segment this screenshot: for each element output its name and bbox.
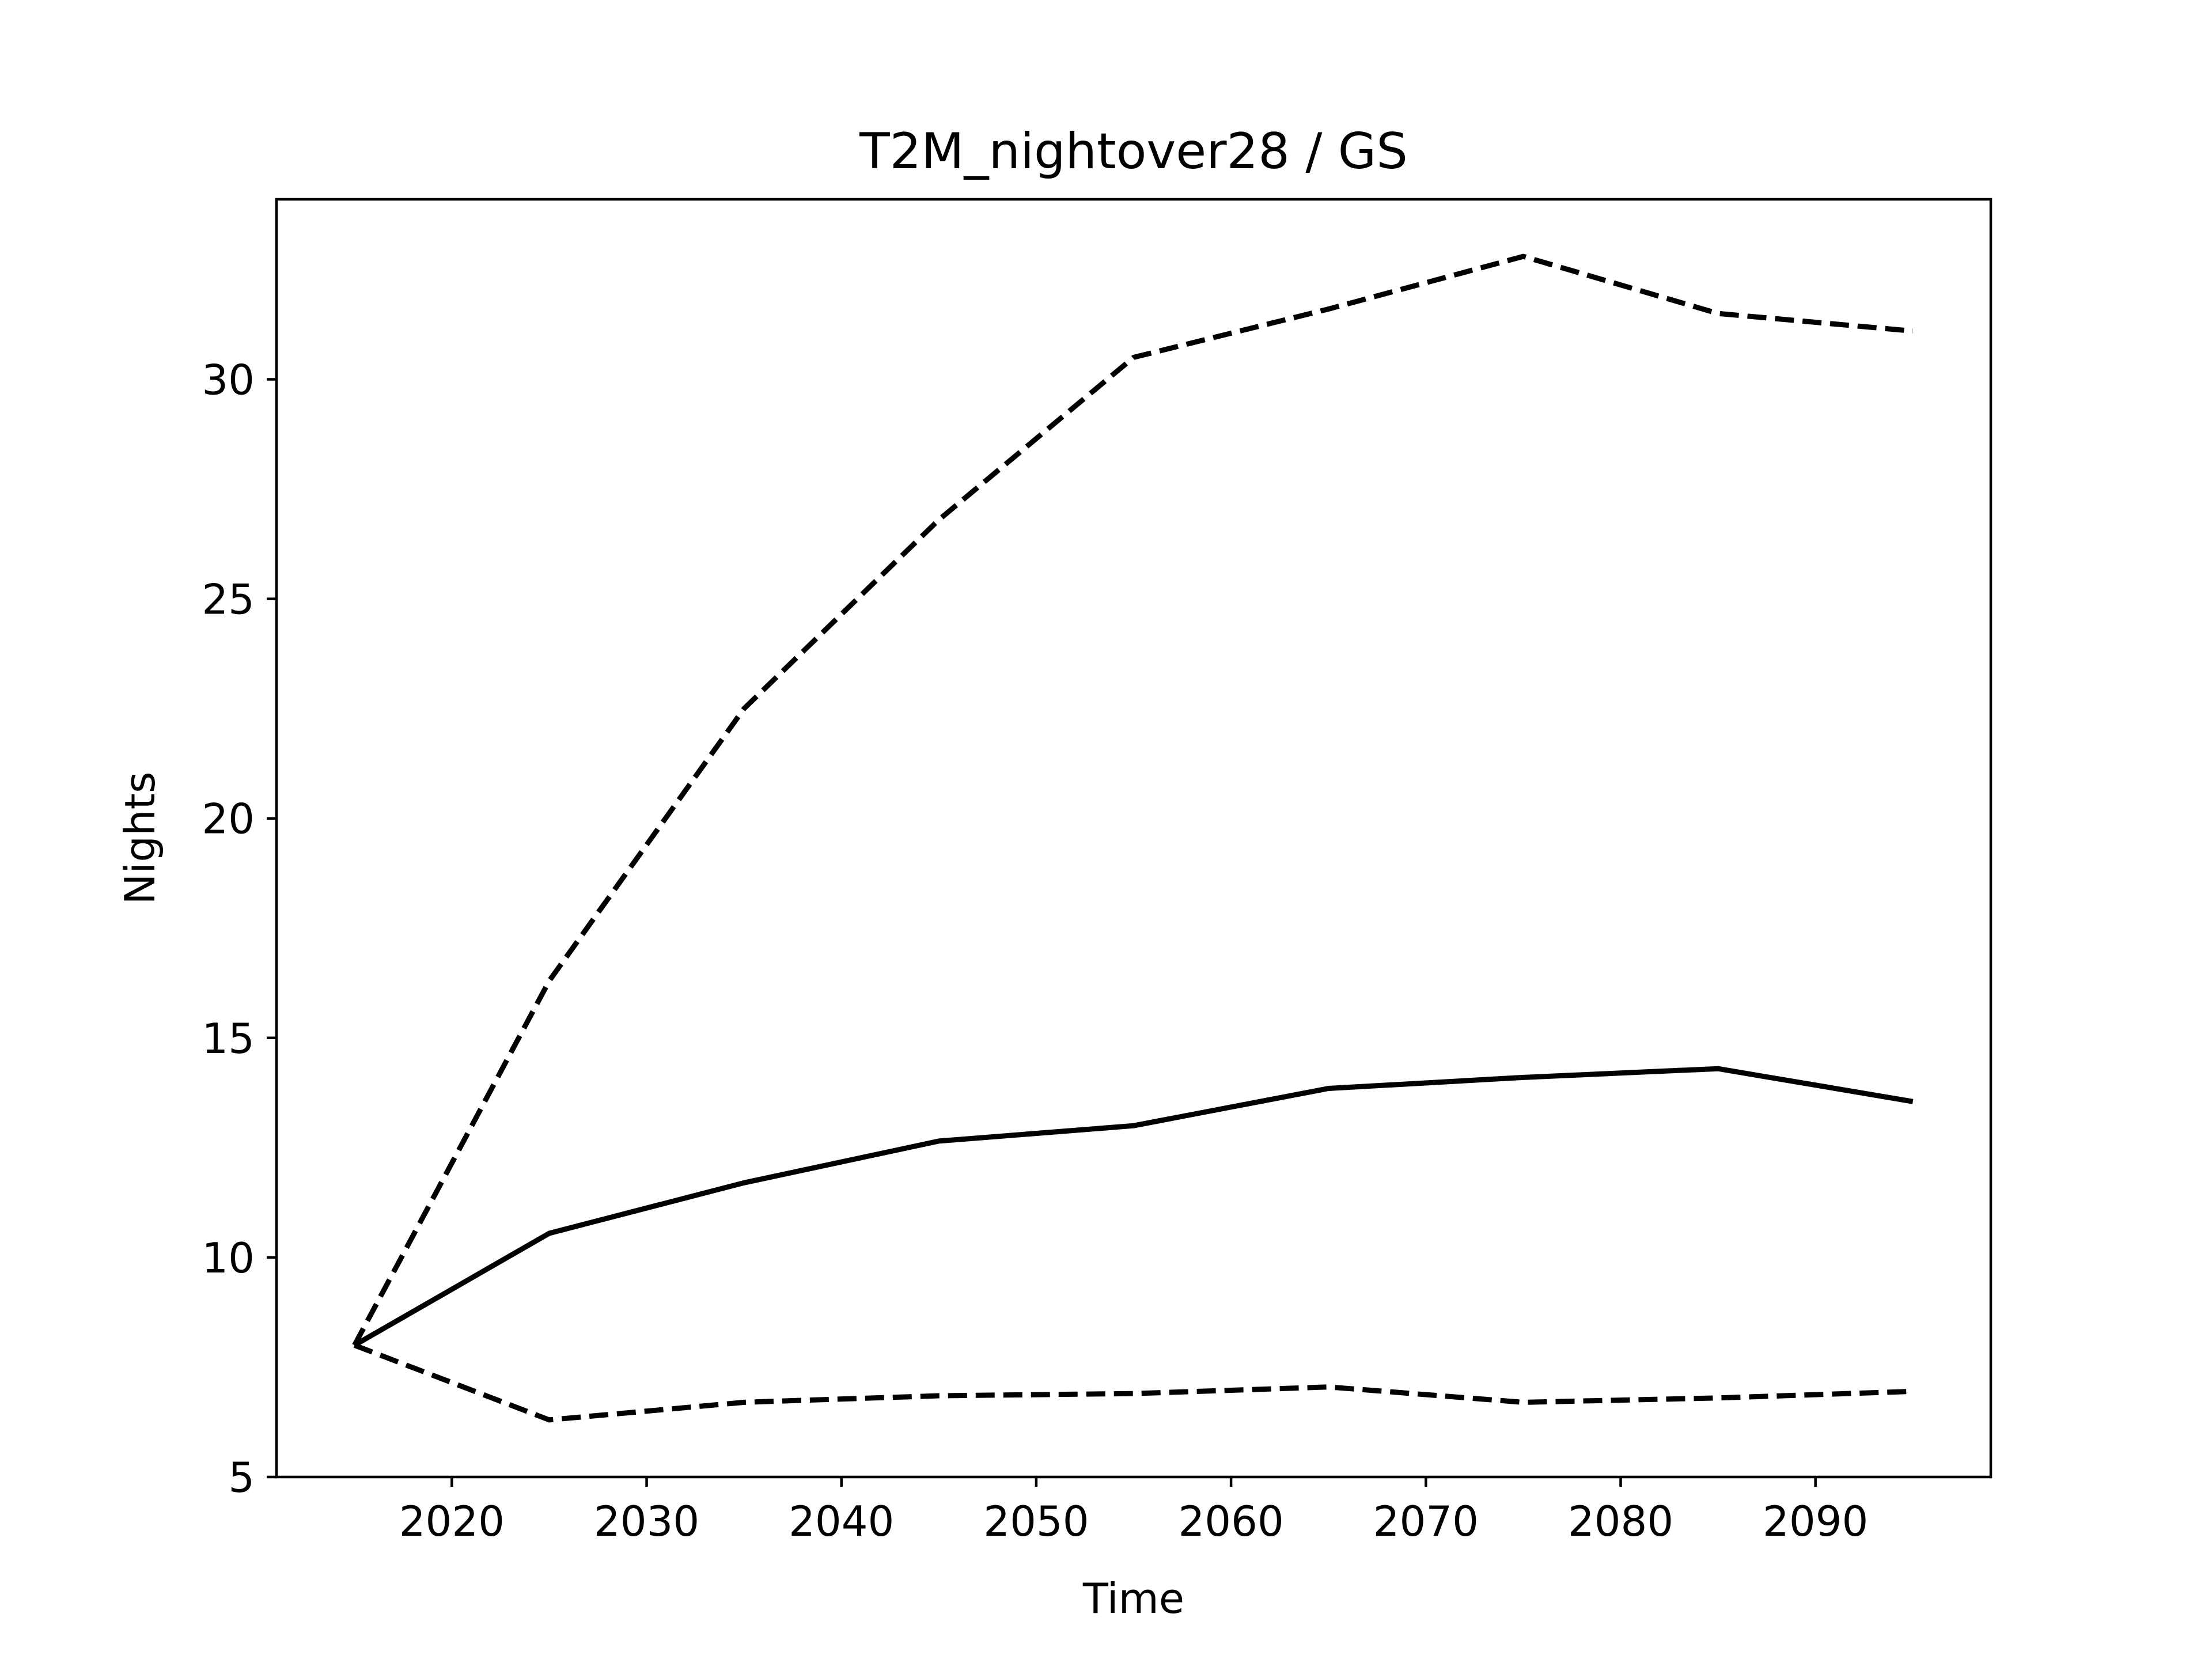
y-tick-label: 15 bbox=[202, 1014, 255, 1063]
x-tick-label: 2070 bbox=[1373, 1497, 1479, 1546]
y-tick-label: 30 bbox=[202, 356, 255, 404]
y-tick-label: 10 bbox=[202, 1234, 255, 1282]
y-tick-label: 5 bbox=[228, 1453, 255, 1502]
x-tick-label: 2090 bbox=[1763, 1497, 1868, 1546]
y-tick-label: 20 bbox=[202, 795, 255, 843]
chart-title: T2M_nightover28 / GS bbox=[859, 123, 1408, 180]
series-line-3-dashed bbox=[353, 1343, 1913, 1423]
x-axis-label: Time bbox=[1082, 1574, 1184, 1623]
series-line-1-dashed bbox=[352, 253, 1914, 1347]
x-tick-label: 2080 bbox=[1568, 1497, 1673, 1546]
series-layer bbox=[352, 253, 1914, 1423]
x-tick-label: 2060 bbox=[1178, 1497, 1283, 1546]
x-tick-label: 2040 bbox=[789, 1497, 894, 1546]
x-tick-label: 2030 bbox=[594, 1497, 699, 1546]
y-axis-ticks: 5 10 15 20 25 30 bbox=[202, 356, 276, 1502]
x-tick-label: 2020 bbox=[399, 1497, 505, 1546]
y-tick-label: 25 bbox=[202, 575, 255, 624]
y-axis-label: Nights bbox=[116, 772, 164, 905]
x-axis-ticks: 2020 2030 2040 2050 2060 2070 2080 2090 bbox=[399, 1477, 1868, 1546]
series-line-2-solid bbox=[353, 1066, 1914, 1348]
plot-frame bbox=[275, 198, 1993, 1479]
x-tick-label: 2050 bbox=[983, 1497, 1089, 1546]
